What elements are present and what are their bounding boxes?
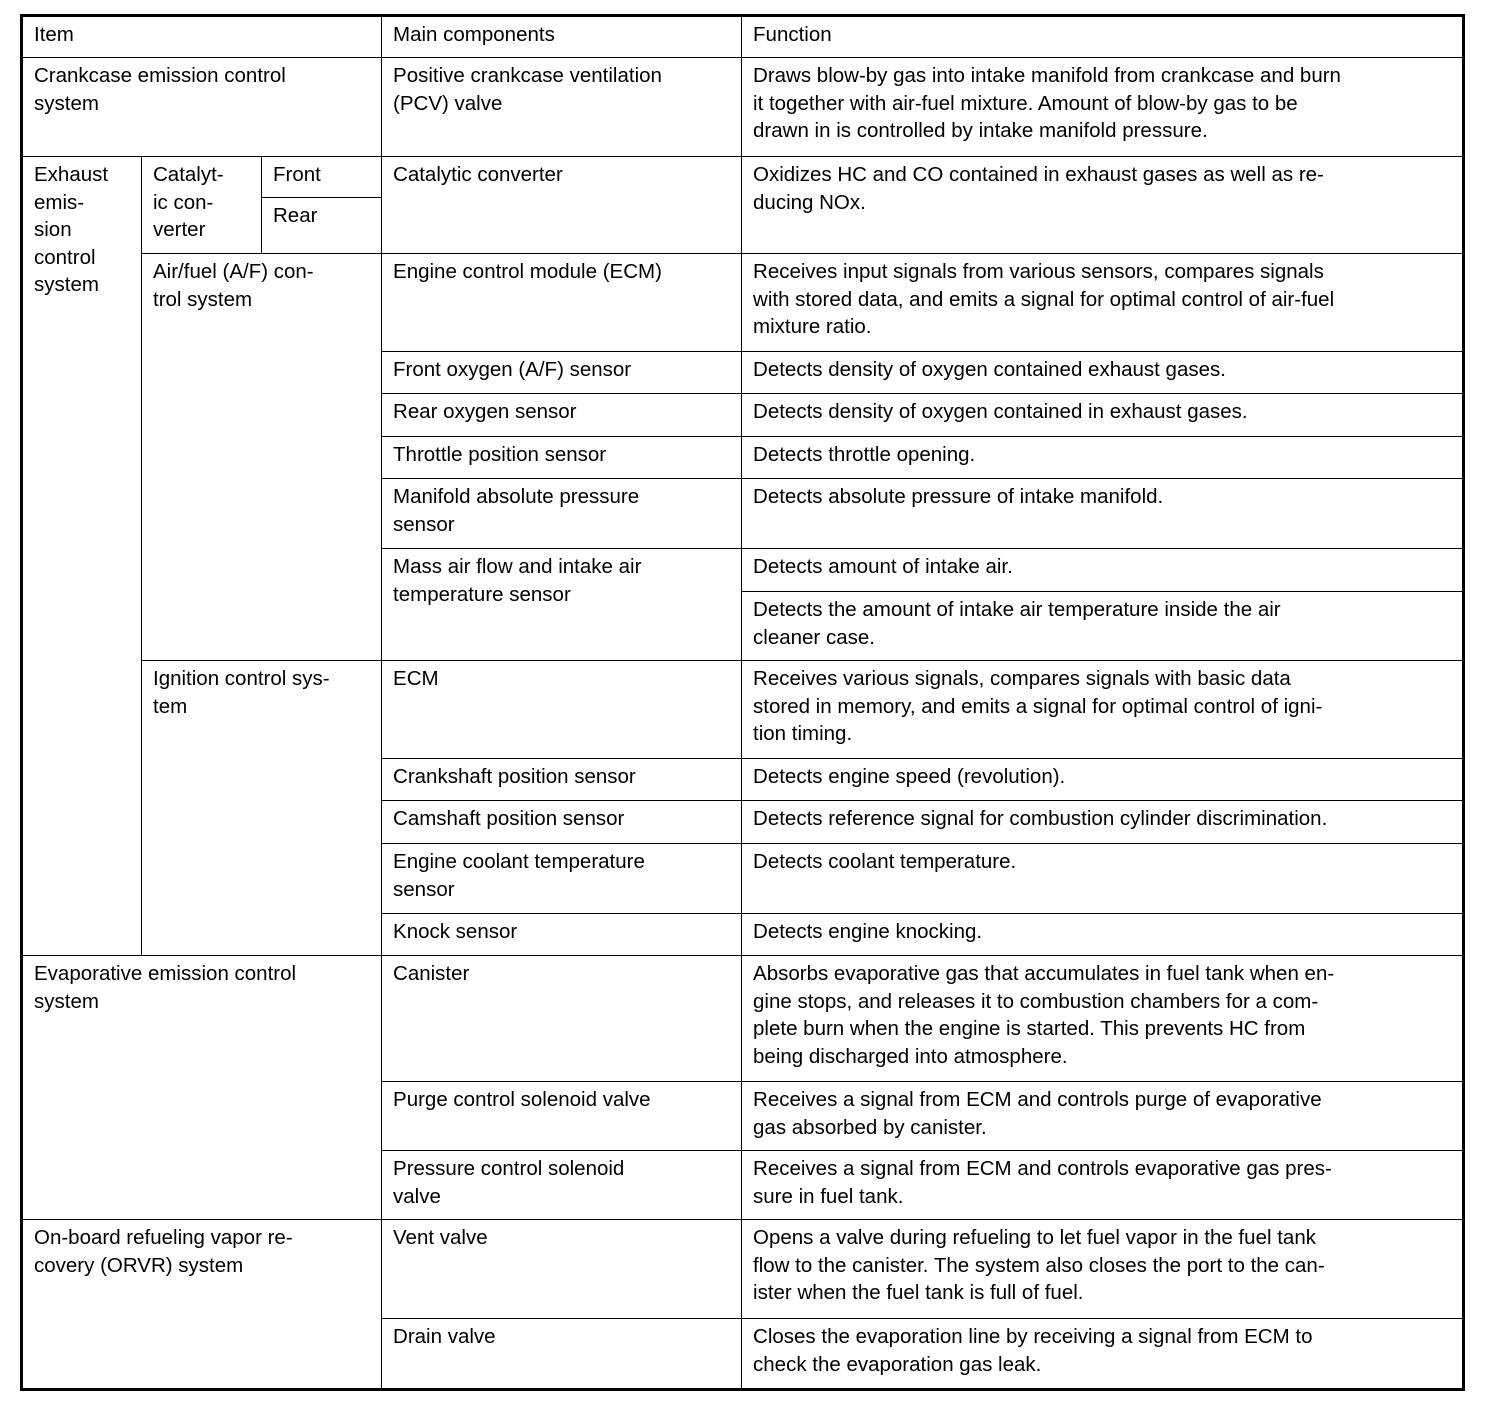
function-cell: Detects throttle opening. xyxy=(741,436,1465,479)
emission-control-table: Item Main components Function Crankcase … xyxy=(20,14,1466,1391)
function-cell: Detects absolute pressure of intake mani… xyxy=(741,478,1465,549)
item-airfuel: Air/fuel (A/F) con- trol system xyxy=(140,253,383,661)
table-row: Mass air flow and intake air temperature… xyxy=(22,548,1465,661)
component-cell: Canister xyxy=(381,955,743,1082)
item-front: Front xyxy=(260,156,383,198)
function-cell: Receives a signal from ECM and controls … xyxy=(741,1150,1465,1220)
table-row: Rear oxygen sensor Detects density of ox… xyxy=(22,393,1465,437)
component-cell: Knock sensor xyxy=(381,913,743,956)
component-cell: Pressure control solenoid valve xyxy=(381,1150,743,1220)
function-cell: Detects density of oxygen contained exha… xyxy=(741,351,1465,394)
table-row: Camshaft position sensor Detects referen… xyxy=(22,800,1465,844)
component-cell: Rear oxygen sensor xyxy=(381,393,743,437)
table-row: Knock sensor Detects engine knocking. xyxy=(22,913,1465,956)
item-exhaust: Exhaust emis- sion control system xyxy=(21,156,142,956)
function-cell: Detects reference signal for combustion … xyxy=(741,800,1465,844)
component-cell: Engine control module (ECM) xyxy=(381,253,743,352)
table-row: Detects the amount of intake air tempera… xyxy=(22,591,1465,661)
function-cell: Detects coolant temperature. xyxy=(741,843,1465,914)
function-cell: Oxidizes HC and CO contained in exhaust … xyxy=(741,156,1465,254)
function-cell: Receives various signals, compares signa… xyxy=(741,660,1465,759)
component-cell: Catalytic converter xyxy=(381,156,743,254)
table-row: Crankshaft position sensor Detects engin… xyxy=(22,758,1465,801)
function-cell: Detects engine knocking. xyxy=(741,913,1465,956)
component-cell: Vent valve xyxy=(381,1219,743,1319)
function-cell: Detects amount of intake air. xyxy=(741,548,1465,592)
component-cell: Mass air flow and intake air temperature… xyxy=(381,548,743,661)
table-row: Evaporative emission control system Cani… xyxy=(20,955,1465,1220)
component-cell: Front oxygen (A/F) sensor xyxy=(381,351,743,394)
component-cell: Crankshaft position sensor xyxy=(381,758,743,801)
header-components: Main components xyxy=(381,15,743,58)
table-row: Drain valve Closes the evaporation line … xyxy=(22,1318,1465,1390)
table-row: Purge control solenoid valve Receives a … xyxy=(22,1081,1465,1151)
function-cell: Opens a valve during refueling to let fu… xyxy=(741,1219,1465,1319)
table-row: Engine coolant temperature sensor Detect… xyxy=(22,843,1465,914)
table-row: Rear xyxy=(22,197,1464,254)
item-catalytic: Catalyt- ic con- verter xyxy=(141,156,262,254)
function-cell: Closes the evaporation line by receiving… xyxy=(741,1318,1465,1390)
component-cell: Throttle position sensor xyxy=(381,436,743,479)
component-cell: Engine coolant temperature sensor xyxy=(381,843,743,914)
item-crankcase: Crankcase emission control system xyxy=(20,57,383,157)
item-evaporative: Evaporative emission control system xyxy=(20,955,383,1220)
component-cell: Drain valve xyxy=(381,1318,743,1390)
item-ignition: Ignition control sys- tem xyxy=(140,660,383,956)
function-cell: Detects engine speed (revolution). xyxy=(741,758,1465,801)
table-row: Exhaust emis- sion control system Cataly… xyxy=(21,156,1465,956)
component-cell: ECM xyxy=(381,660,743,759)
item-rear: Rear xyxy=(260,197,383,254)
table-row: Air/fuel (A/F) con- trol system Engine c… xyxy=(22,253,1465,661)
component-cell: Manifold absolute pressure sensor xyxy=(381,478,743,549)
table-row: Front oxygen (A/F) sensor Detects densit… xyxy=(22,351,1465,394)
header-row: Item Main components Function xyxy=(20,15,1465,58)
function-cell: Absorbs evaporative gas that accumulates… xyxy=(741,955,1465,1082)
header-item: Item xyxy=(20,15,383,58)
table-row: On-board refueling vapor re- covery (ORV… xyxy=(20,1219,1465,1390)
table-row: Ignition control sys- tem ECM Receives v… xyxy=(22,660,1465,956)
function-cell: Receives a signal from ECM and controls … xyxy=(741,1081,1465,1151)
item-orvr: On-board refueling vapor re- covery (ORV… xyxy=(20,1219,383,1390)
component-cell: Purge control solenoid valve xyxy=(381,1081,743,1151)
function-cell: Detects density of oxygen contained in e… xyxy=(741,393,1465,437)
function-cell: Detects the amount of intake air tempera… xyxy=(741,591,1465,661)
component-cell: Positive crankcase ventilation (PCV) val… xyxy=(381,57,743,157)
component-cell: Camshaft position sensor xyxy=(381,800,743,844)
table-row: Manifold absolute pressure sensor Detect… xyxy=(22,478,1465,549)
function-cell: Receives input signals from various sens… xyxy=(741,253,1465,352)
table-row: Crankcase emission control system Positi… xyxy=(20,57,1465,157)
header-function: Function xyxy=(741,15,1465,58)
function-cell: Draws blow-by gas into intake manifold f… xyxy=(741,57,1465,157)
